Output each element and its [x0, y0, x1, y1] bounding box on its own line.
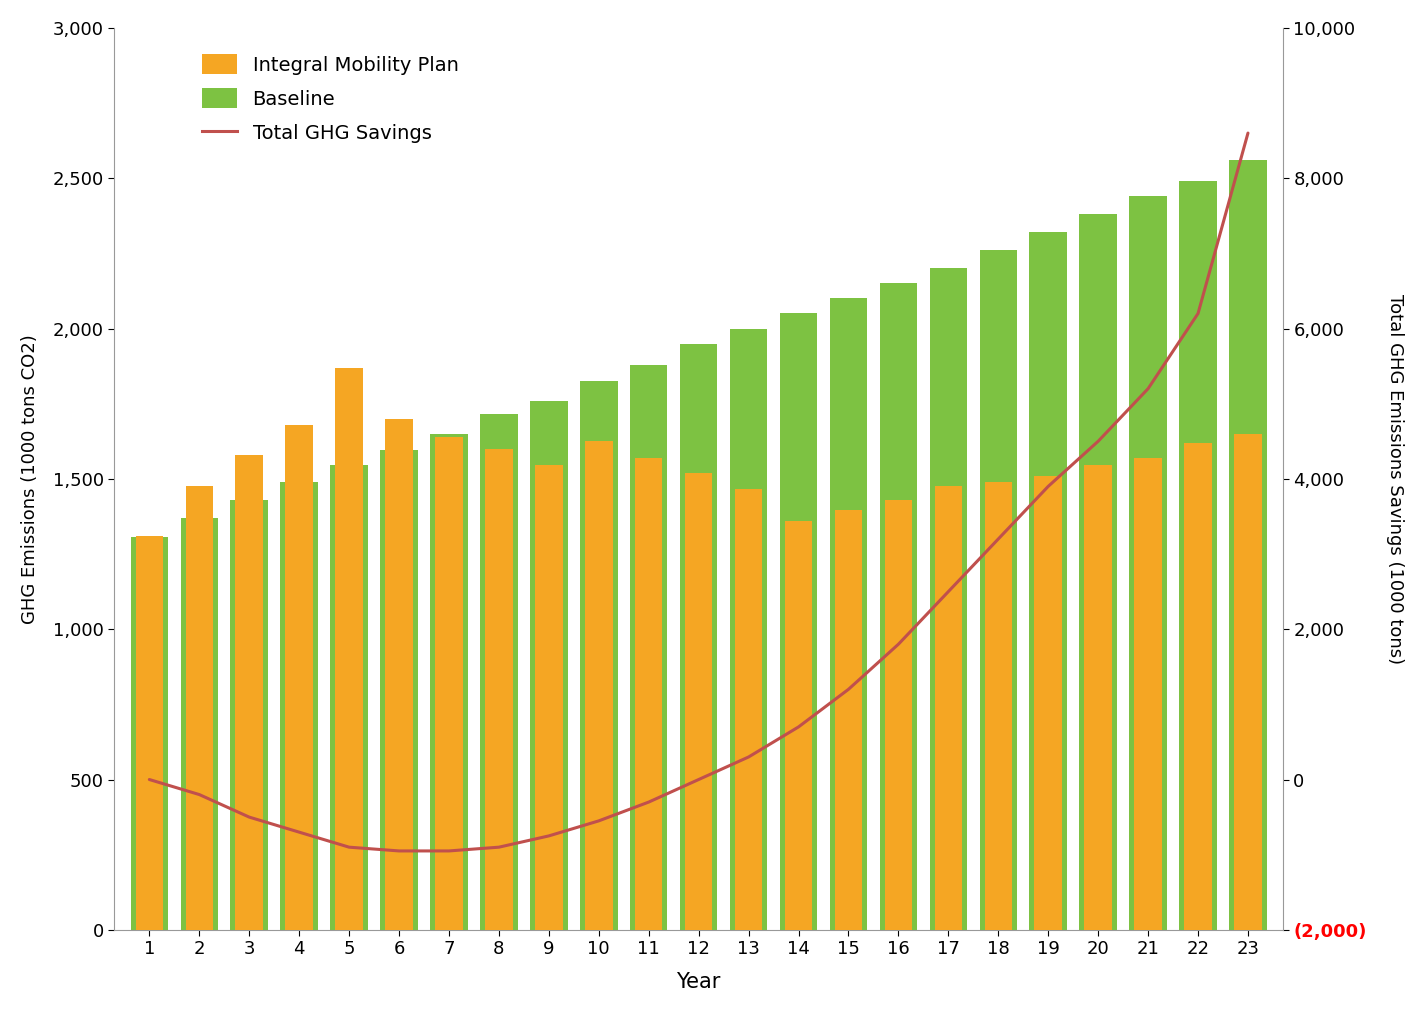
Legend: Integral Mobility Plan, Baseline, Total GHG Savings: Integral Mobility Plan, Baseline, Total …	[194, 47, 466, 151]
Total GHG Savings	[291, 826, 308, 838]
Bar	[530, 401, 567, 930]
Bar	[335, 368, 363, 930]
Bar	[1184, 443, 1211, 930]
Y-axis label: GHG Emissions (1000 tons CO2): GHG Emissions (1000 tons CO2)	[21, 334, 38, 624]
Total GHG Savings	[440, 845, 457, 857]
Total GHG Savings	[390, 845, 408, 857]
Bar	[135, 536, 162, 930]
Total GHG Savings	[789, 721, 807, 733]
Total GHG Savings	[690, 774, 707, 786]
Total GHG Savings	[1190, 307, 1207, 319]
Bar	[1230, 160, 1267, 930]
Total GHG Savings	[1240, 127, 1257, 139]
Total GHG Savings	[241, 811, 258, 824]
Bar	[131, 538, 168, 930]
Bar	[885, 499, 912, 930]
Bar	[285, 424, 314, 930]
Bar	[430, 434, 467, 930]
Bar	[385, 418, 413, 930]
Bar	[630, 365, 667, 930]
Bar	[181, 518, 218, 930]
Bar	[730, 328, 767, 930]
Total GHG Savings	[940, 586, 958, 598]
Total GHG Savings	[990, 533, 1007, 545]
Bar	[536, 465, 563, 930]
Bar	[435, 437, 463, 930]
Bar	[586, 442, 613, 930]
Bar	[281, 482, 318, 930]
Bar	[636, 458, 663, 930]
Total GHG Savings	[1140, 383, 1157, 395]
Bar	[835, 511, 862, 930]
Bar	[235, 455, 264, 930]
Bar	[1134, 458, 1161, 930]
Bar	[1234, 434, 1261, 930]
Total GHG Savings	[341, 841, 358, 853]
Bar	[331, 465, 368, 930]
Bar	[485, 449, 513, 930]
Total GHG Savings	[590, 814, 607, 827]
Bar	[879, 284, 918, 930]
Bar	[779, 313, 818, 930]
Y-axis label: Total GHG Emissions Savings (1000 tons): Total GHG Emissions Savings (1000 tons)	[1387, 294, 1404, 664]
Bar	[1130, 197, 1167, 930]
Bar	[380, 451, 418, 930]
Bar	[829, 299, 868, 930]
Bar	[580, 381, 617, 930]
Total GHG Savings	[839, 683, 856, 695]
Total GHG Savings	[490, 841, 507, 853]
Bar	[785, 521, 812, 930]
Bar	[1035, 476, 1062, 930]
Bar	[1084, 465, 1112, 930]
Total GHG Savings	[1040, 480, 1057, 492]
Bar	[685, 473, 712, 930]
Bar	[1029, 232, 1067, 930]
Total GHG Savings	[141, 774, 158, 786]
Bar	[1180, 181, 1217, 930]
Bar	[985, 482, 1012, 930]
Total GHG Savings	[191, 788, 208, 800]
Bar	[680, 343, 717, 930]
Bar	[1079, 215, 1117, 930]
Line: Total GHG Savings: Total GHG Savings	[150, 133, 1248, 851]
Total GHG Savings	[889, 638, 906, 650]
Total GHG Savings	[1090, 436, 1107, 448]
Total GHG Savings	[540, 830, 557, 842]
Bar	[231, 499, 268, 930]
Bar	[735, 489, 762, 930]
Total GHG Savings	[640, 796, 657, 808]
Bar	[935, 486, 962, 930]
Bar	[480, 414, 517, 930]
X-axis label: Year: Year	[677, 972, 721, 992]
Bar	[979, 250, 1017, 930]
Bar	[929, 268, 968, 930]
Total GHG Savings	[740, 751, 757, 763]
Bar	[185, 486, 212, 930]
